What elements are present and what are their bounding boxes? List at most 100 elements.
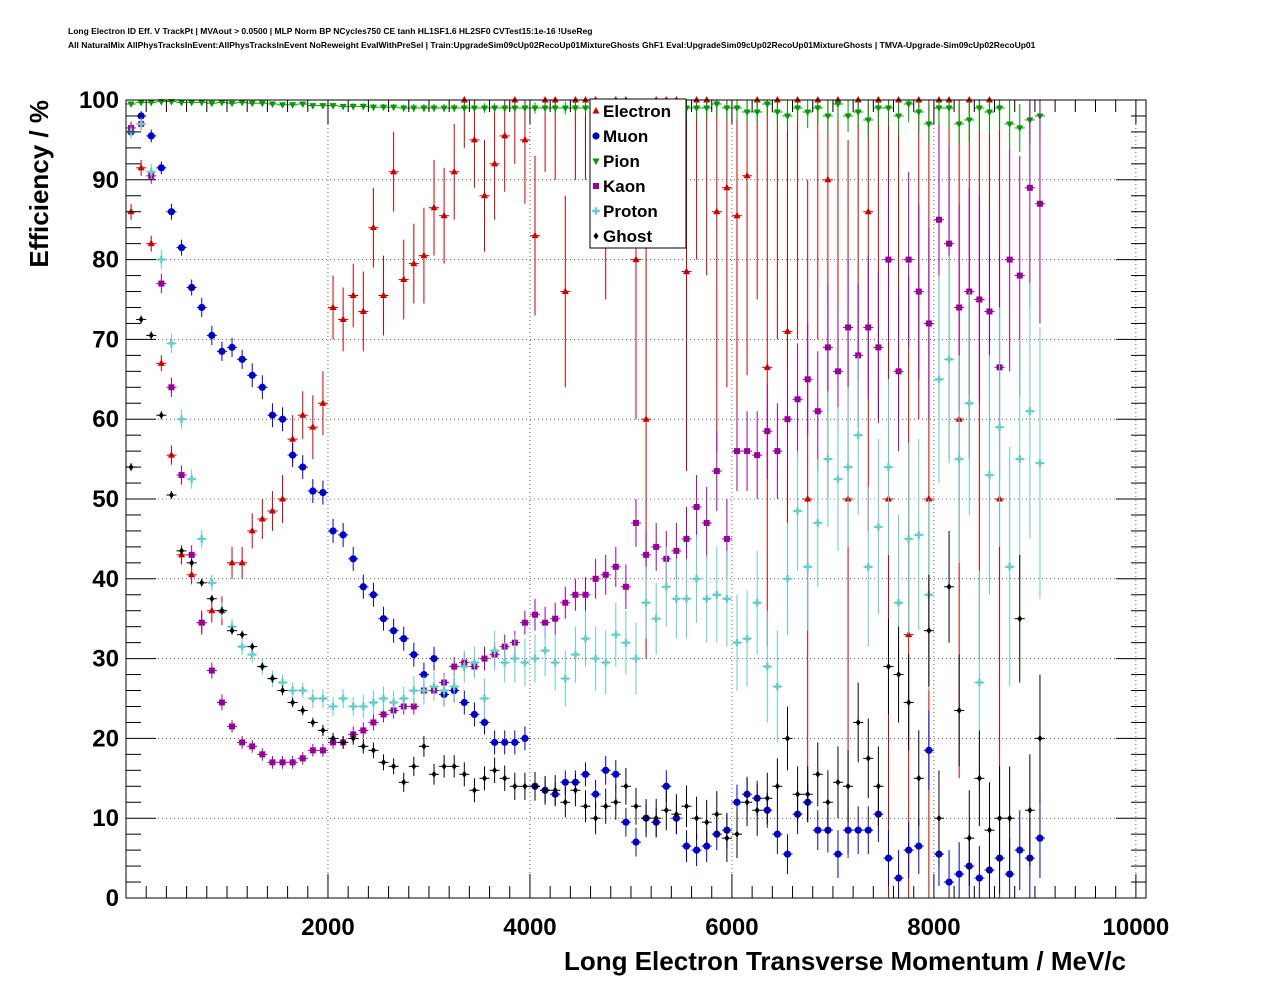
muon-point	[248, 371, 256, 379]
kaon-point	[269, 759, 276, 766]
electron-point	[531, 231, 539, 239]
pion-point	[814, 105, 822, 112]
ghost-point	[330, 734, 336, 742]
pion-point	[895, 113, 903, 120]
proton-point	[197, 535, 206, 543]
pion-point	[531, 105, 539, 112]
legend-electron-label: Electron	[603, 102, 671, 121]
pion-point	[390, 104, 398, 112]
pion-point	[279, 102, 287, 109]
proton-point	[894, 598, 903, 607]
ghost-point	[532, 782, 538, 790]
electron-point	[309, 423, 317, 430]
pion-point	[289, 102, 297, 109]
proton-point	[369, 698, 378, 707]
kaon-point	[592, 575, 599, 582]
muon-point	[602, 766, 610, 774]
legend: Electron Muon Pion Kaon Proton Ghost	[589, 98, 687, 249]
muon-point	[501, 738, 509, 746]
proton-point	[329, 702, 337, 711]
legend-box	[589, 98, 687, 249]
kaon-point	[976, 296, 983, 303]
ghost-point	[502, 774, 508, 782]
kaon-point	[754, 452, 761, 459]
proton-point	[490, 646, 499, 655]
ghost-point	[714, 810, 720, 818]
proton-point	[642, 598, 650, 607]
proton-point	[147, 168, 156, 176]
muon-point	[834, 850, 842, 858]
muon-point	[945, 878, 953, 886]
proton-point	[359, 702, 368, 711]
kaon-point	[703, 519, 710, 526]
kaon-point	[208, 667, 215, 674]
kaon-point	[562, 599, 569, 606]
x-tick-label: 10000	[1103, 914, 1170, 941]
pion-point	[167, 99, 175, 106]
ghost-point	[300, 706, 306, 714]
muon-point	[632, 838, 640, 846]
muon-point	[390, 627, 398, 635]
ghost-point	[754, 806, 760, 814]
kaon-point	[622, 583, 629, 590]
muon-point	[1006, 870, 1014, 878]
proton-point	[339, 694, 347, 703]
electron-point	[349, 291, 357, 299]
proton-point	[723, 594, 731, 603]
pion-point	[915, 109, 923, 116]
kaon-point	[643, 551, 650, 558]
pion-point	[359, 103, 367, 111]
proton-point	[783, 575, 792, 583]
pion-point	[582, 105, 590, 112]
muon-point	[783, 850, 792, 858]
kaon-point	[814, 408, 821, 415]
kaon-point	[229, 723, 236, 730]
proton-point	[712, 590, 721, 599]
pion-point	[420, 105, 428, 112]
kaon-point	[946, 240, 953, 247]
muon-point	[379, 615, 388, 623]
electron-point	[501, 131, 509, 139]
ghost-point	[613, 798, 619, 806]
pion-point	[349, 103, 357, 111]
proton-point	[521, 658, 529, 667]
ghost-point	[219, 607, 225, 615]
pion-point	[410, 105, 418, 112]
ghost-point	[875, 782, 881, 790]
proton-point	[682, 594, 691, 603]
ghost-point	[431, 770, 437, 778]
legend-ghost-marker	[593, 232, 599, 240]
kaon-point	[875, 344, 882, 351]
electron-point	[268, 506, 276, 514]
ghost-point	[976, 774, 982, 782]
electron-point	[814, 96, 822, 103]
ghost-point	[290, 698, 296, 706]
electron-point	[289, 435, 297, 442]
x-axis-title: Long Electron Transverse Momentum / MeV/…	[564, 946, 1126, 976]
kaon-point	[794, 396, 801, 403]
ghost-point	[209, 595, 215, 603]
electron-point	[864, 207, 872, 215]
electron-point	[854, 96, 862, 103]
ghost-point	[825, 798, 831, 806]
pion-point	[834, 101, 842, 108]
proton-point	[298, 686, 307, 695]
ghost-point	[1027, 806, 1033, 814]
y-tick-label: 80	[92, 247, 119, 274]
pion-point	[299, 101, 307, 108]
kaon-point	[1026, 184, 1033, 191]
pion-point	[723, 105, 731, 112]
ghost-point	[683, 802, 689, 810]
axes: 0 10 20 30 40 50 60 70 80 90 100 2000 4000 6000 8000 10…	[79, 87, 1169, 941]
ghost-point	[956, 706, 962, 714]
proton-point	[248, 650, 257, 659]
y-tick-label: 20	[92, 725, 119, 752]
ghost-point	[259, 663, 265, 671]
proton-point	[591, 654, 600, 663]
ghost-point	[512, 782, 518, 790]
pion-point	[430, 105, 438, 112]
plot-header-line-1: Long Electron ID Eff. V TrackPt | MVAout…	[68, 26, 593, 36]
ghost-point	[593, 814, 599, 822]
kaon-point	[865, 324, 872, 331]
muon-point	[864, 826, 872, 834]
